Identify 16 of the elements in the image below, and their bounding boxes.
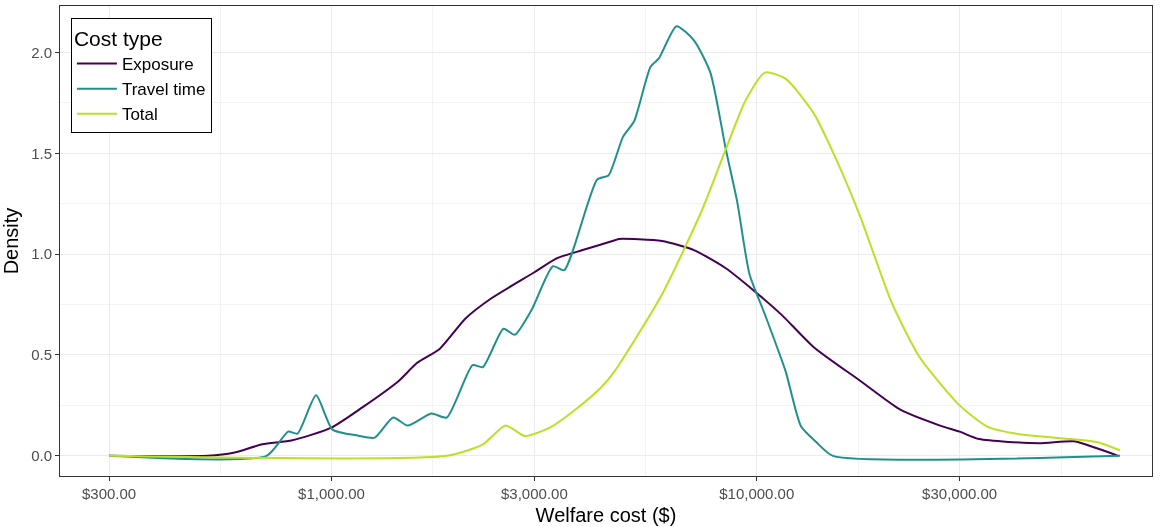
y-tick-label: 0.5 [31, 346, 52, 364]
legend-label: Total [121, 105, 158, 125]
legend-label: Travel time [121, 80, 206, 100]
y-tick-label: 1.0 [31, 245, 52, 263]
y-tick-label: 1.5 [31, 144, 52, 162]
legend-label: Exposure [121, 55, 194, 75]
x-tick-label: $3,000.00 [500, 485, 568, 502]
y-axis-title: Density [0, 207, 22, 275]
y-tick-label: 0.0 [31, 447, 52, 465]
x-tick-label: $10,000.00 [719, 485, 795, 502]
x-axis-title: Welfare cost ($) [535, 503, 677, 526]
x-tick-label: $1,000.00 [298, 485, 365, 502]
legend-title: Cost type [73, 27, 163, 51]
x-tick-label: $300.00 [81, 485, 137, 502]
x-tick-label: $30,000.00 [922, 485, 998, 502]
y-tick-label: 2.0 [31, 43, 52, 61]
